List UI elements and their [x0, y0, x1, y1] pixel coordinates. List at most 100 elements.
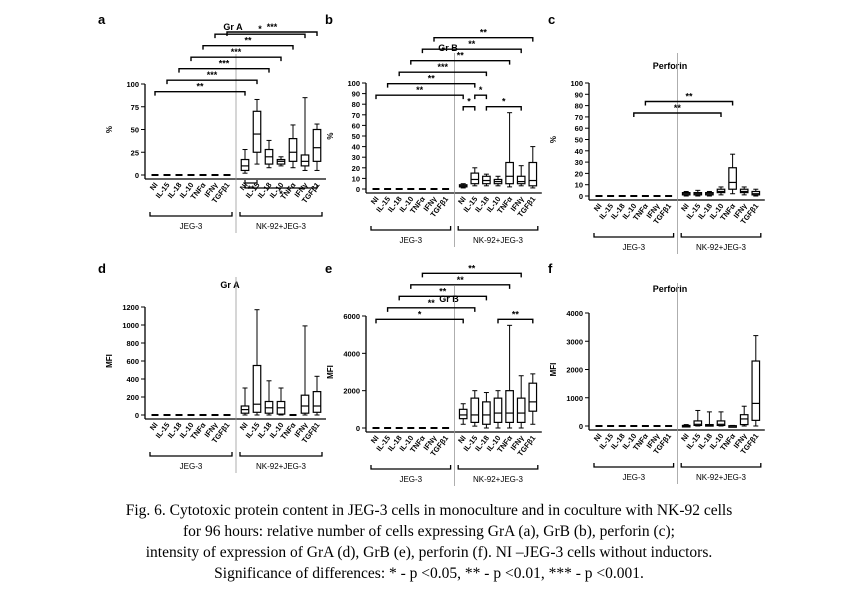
significance-label: **	[428, 298, 436, 308]
box-plot	[288, 124, 298, 169]
group-bracket	[149, 212, 233, 217]
panel-c: cPerforin%0102030405060708090100NIIL-15I…	[548, 12, 765, 254]
group-bracket	[370, 465, 452, 470]
x-tick-label: NI	[238, 421, 250, 432]
significance-bracket	[166, 79, 258, 85]
significance-label: **	[468, 263, 476, 273]
panel-letter-d: d	[98, 261, 106, 276]
significance-label: *	[418, 309, 422, 319]
box-iqr	[312, 128, 322, 162]
significance-bracket	[410, 284, 511, 289]
x-tick-label: NI	[679, 202, 691, 213]
box-iqr	[252, 364, 262, 413]
box-plot	[300, 325, 310, 416]
caption-line-4: Significance of differences: * - p <0.05…	[214, 565, 644, 582]
panel-f: fPerforinMFI01000200030004000NIIL-15IL-1…	[548, 261, 765, 484]
significance-label: ***	[219, 59, 230, 69]
group-label: NK-92+JEG-3	[473, 475, 524, 484]
box-iqr	[516, 175, 526, 185]
group-bracket	[680, 463, 762, 468]
y-axis-label: %	[549, 136, 558, 143]
box-plot	[705, 190, 714, 197]
box-iqr	[252, 110, 262, 153]
y-tick-label: 2000	[566, 366, 583, 375]
box-iqr	[751, 360, 761, 421]
x-tick-label: NI	[456, 434, 468, 445]
significance-bracket	[190, 56, 282, 62]
significance-label: *	[467, 97, 471, 107]
box-plot	[728, 424, 737, 428]
y-tick-label: 30	[575, 158, 583, 167]
y-tick-label: 10	[352, 174, 360, 183]
y-axis-label: MFI	[105, 354, 114, 368]
box-plot	[240, 387, 250, 416]
box-plot	[739, 186, 749, 196]
significance-label: *	[502, 97, 506, 107]
group-bracket	[457, 226, 539, 231]
significance-label: **	[685, 92, 693, 102]
y-tick-label: 90	[575, 90, 583, 99]
box-plot	[493, 390, 503, 429]
y-tick-label: 0	[579, 422, 583, 431]
y-tick-label: 70	[575, 113, 583, 122]
panel-letter-c: c	[548, 12, 555, 27]
group-label: JEG-3	[622, 473, 645, 482]
significance-label: **	[457, 275, 465, 285]
box-plot	[516, 165, 526, 187]
y-tick-label: 600	[126, 357, 139, 366]
box-plot	[458, 183, 468, 189]
y-tick-label: 70	[352, 111, 360, 120]
y-tick-label: 200	[126, 393, 139, 402]
significance-label: ***	[267, 22, 278, 32]
box-iqr	[528, 161, 538, 187]
box-iqr	[728, 167, 737, 190]
box-plot	[482, 392, 491, 429]
box-plot	[693, 189, 703, 197]
box-iqr	[300, 394, 310, 414]
significance-label: *	[279, 189, 283, 199]
box-plot	[493, 175, 503, 187]
significance-bracket	[644, 100, 734, 106]
y-axis-label: %	[326, 132, 335, 139]
x-tick-label: NI	[148, 421, 160, 432]
y-tick-label: 6000	[343, 312, 360, 321]
significance-label: **	[247, 184, 255, 194]
y-tick-label: 80	[352, 100, 360, 109]
y-tick-label: 0	[135, 171, 139, 180]
y-tick-label: 90	[352, 90, 360, 99]
significance-bracket	[398, 71, 488, 77]
group-label: NK-92+JEG-3	[473, 236, 524, 245]
significance-label: **	[674, 103, 682, 113]
significance-label: **	[196, 82, 204, 92]
caption-line-1: Fig. 6. Cytotoxic protein content in JEG…	[125, 502, 733, 519]
box-plot	[751, 188, 761, 197]
box-plot	[739, 405, 749, 427]
significance-bracket	[433, 36, 534, 42]
box-plot	[528, 146, 538, 189]
y-tick-label: 40	[575, 147, 583, 156]
significance-bracket	[375, 94, 464, 100]
box-iqr	[482, 401, 491, 425]
y-axis-label: %	[105, 126, 114, 133]
y-tick-label: 75	[131, 103, 139, 112]
significance-label: *	[479, 85, 483, 95]
group-bracket	[239, 212, 323, 217]
box-iqr	[240, 158, 250, 172]
box-plot	[482, 173, 491, 187]
box-plot	[681, 190, 691, 197]
y-tick-label: 50	[131, 126, 139, 135]
significance-label: *	[258, 24, 262, 34]
box-plot	[312, 375, 322, 416]
box-plot	[252, 98, 262, 165]
y-tick-label: 25	[131, 148, 139, 157]
significance-bracket	[386, 307, 476, 312]
y-tick-label: 1000	[122, 321, 139, 330]
y-tick-label: 60	[352, 121, 360, 130]
box-iqr	[516, 397, 526, 423]
y-tick-label: 800	[126, 339, 139, 348]
box-iqr	[528, 382, 538, 412]
y-tick-label: 100	[126, 80, 139, 89]
box-plot	[505, 324, 514, 429]
significance-label: **	[512, 309, 520, 319]
significance-bracket	[410, 59, 511, 65]
